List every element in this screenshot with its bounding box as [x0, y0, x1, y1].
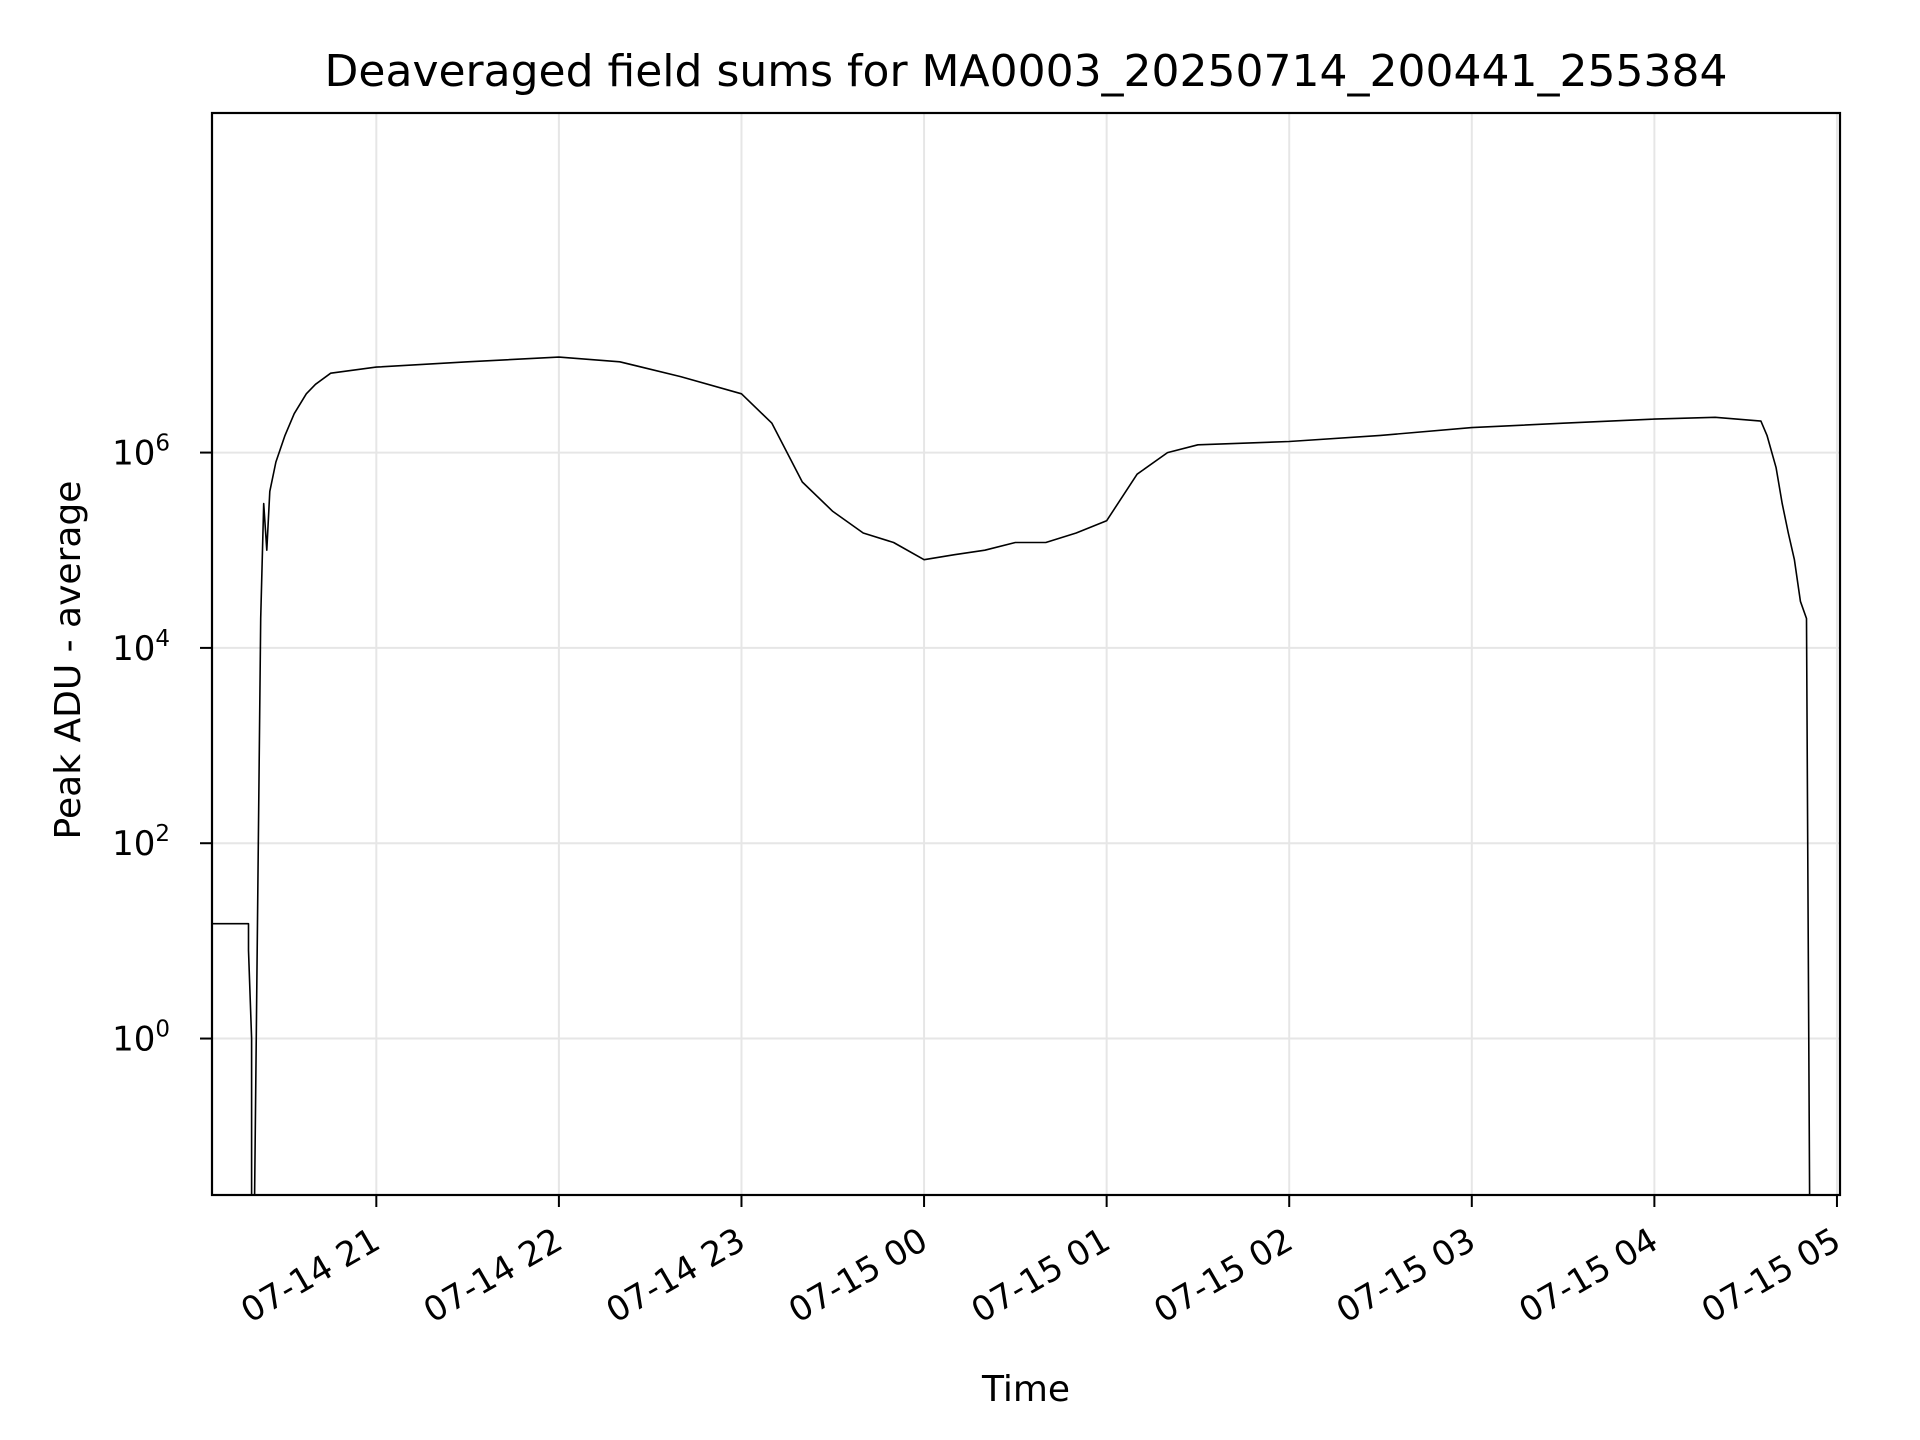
y-tick-label: 102 [112, 821, 170, 864]
series-group [212, 356, 1811, 1196]
y-tick-label: 106 [112, 431, 170, 474]
grid [212, 113, 1840, 1195]
plot-frame [210, 111, 1842, 1197]
chart-title: Deaveraged field sums for MA0003_2025071… [325, 46, 1728, 97]
y-tick-label: 104 [112, 626, 170, 669]
series-line-0 [212, 356, 1811, 1196]
y-axis: 100 102 104 106 [112, 431, 212, 1060]
x-axis-label: Time [981, 1369, 1070, 1410]
y-tick-label: 100 [112, 1017, 170, 1060]
y-axis-label: Peak ADU - average [48, 481, 89, 840]
